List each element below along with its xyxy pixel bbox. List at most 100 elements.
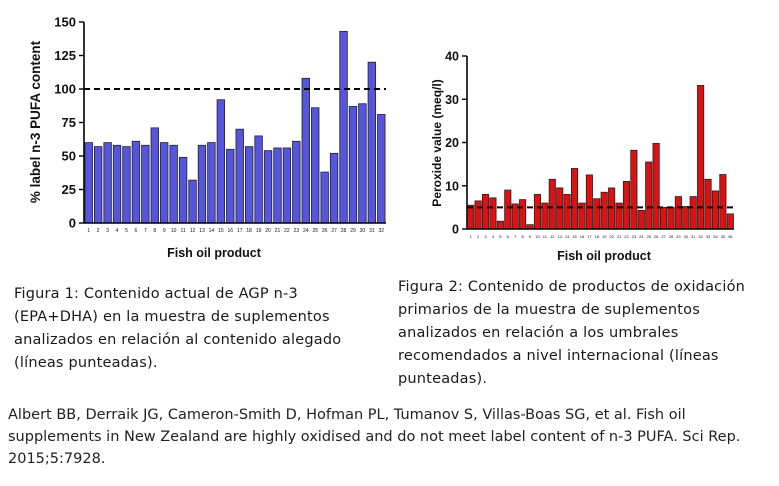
chart2-category-label: 32 [698, 234, 703, 239]
chart1-bar [122, 146, 131, 224]
chart1-bar [329, 152, 339, 224]
chart2-category-label: 16 [580, 234, 585, 239]
chart2-bar [474, 200, 482, 230]
chart1-category-label: 3 [106, 228, 109, 234]
chart1-bar [197, 144, 207, 224]
chart1-category-label: 2 [97, 228, 100, 234]
chart2-bar [556, 187, 564, 230]
chart2-category-label: 23 [632, 234, 637, 239]
chart2-bar [682, 206, 690, 230]
chart1-category-label: 8 [153, 228, 156, 234]
chart1-bar [84, 142, 93, 224]
chart2-category-label: 27 [661, 234, 666, 239]
chart1-category-label: 23 [294, 228, 300, 234]
chart2-bar [533, 193, 542, 230]
chart1-category-label: 12 [190, 228, 196, 234]
chart1-category-label: 11 [180, 228, 185, 234]
chart2-category-label: 33 [706, 234, 711, 239]
chart2-category-label: 4 [492, 234, 495, 239]
chart1-bar [282, 147, 292, 224]
chart1-category-label: 1 [87, 228, 90, 234]
chart1-bar [169, 144, 178, 224]
chart-n3-pufa-content: % label n-3 PUFA content Fish oil produc… [28, 15, 386, 260]
chart2-bar [600, 191, 608, 230]
figure2-caption: Figura 2: Contenido de productos de oxid… [398, 279, 746, 387]
chart1-ytick-label: 50 [62, 149, 76, 164]
chart-peroxide-value: Peroxide value (meq/l) Fish oil product … [430, 50, 734, 263]
chart2-bar [630, 149, 638, 230]
chart1-category-label: 20 [265, 228, 271, 234]
chart1-ytick-label: 0 [69, 216, 76, 231]
chart1-bar [93, 146, 103, 224]
chart1-category-label: 10 [171, 228, 177, 234]
chart1-ytick-label: 125 [54, 48, 76, 63]
chart2-category-label: 36 [728, 234, 733, 239]
chart1-bar [358, 103, 367, 224]
chart2-category-label: 28 [669, 234, 674, 239]
chart1-category-label: 32 [379, 228, 385, 234]
chart1-category-label: 28 [341, 228, 347, 234]
chart2-category-label: 19 [602, 234, 607, 239]
citation-text: Albert BB, Derraik JG, Cameron-Smith D, … [8, 407, 741, 467]
chart2-bar [704, 178, 712, 230]
chart1-category-label: 22 [284, 228, 290, 234]
chart2-category-label: 30 [684, 234, 689, 239]
chart1-category-label: 27 [331, 228, 337, 234]
chart2-category-label: 22 [624, 234, 629, 239]
chart1-bar [348, 106, 358, 224]
chart1-ylabel: % label n-3 PUFA content [28, 40, 43, 203]
chart1-xlabel: Fish oil product [167, 246, 262, 260]
chart2-category-label: 15 [572, 234, 577, 239]
chart2-bar [659, 206, 668, 230]
chart2-category-label: 8 [522, 234, 525, 239]
chart2-category-label: 7 [514, 234, 517, 239]
chart1-bar [254, 135, 263, 224]
chart1-category-label: 25 [312, 228, 318, 234]
chart1-bar [141, 144, 150, 224]
chart1-bar [244, 146, 254, 224]
chart1-bar [292, 140, 301, 224]
chart1-category-label: 13 [199, 228, 205, 234]
chart2-category-label: 13 [557, 234, 562, 239]
chart2-bar [496, 220, 504, 230]
chart2-category-label: 1 [470, 234, 473, 239]
chart2-category-label: 2 [477, 234, 480, 239]
chart1-bar [367, 61, 377, 224]
chart2-bar [489, 197, 497, 230]
chart2-bar [563, 193, 571, 230]
chart1-category-label: 30 [360, 228, 366, 234]
chart2-category-label: 26 [654, 234, 659, 239]
chart1-bar [301, 77, 310, 224]
chart2-bar [481, 193, 490, 230]
chart2-category-label: 11 [543, 234, 548, 239]
chart1-category-label: 9 [163, 228, 166, 234]
chart1-category-label: 18 [246, 228, 252, 234]
chart1-bar [103, 142, 112, 224]
chart1-bar [226, 148, 235, 224]
chart1-category-label: 31 [369, 228, 375, 234]
chart1-bar [311, 107, 320, 224]
chart2-ytick-label: 40 [445, 50, 459, 64]
chart1-category-label: 29 [350, 228, 356, 234]
chart2-bar [637, 210, 645, 230]
chart2-bar [645, 161, 653, 230]
chart2-category-label: 21 [617, 234, 622, 239]
chart2-category-label: 34 [713, 234, 718, 239]
chart1-bar [131, 140, 141, 224]
chart2-bar [674, 196, 682, 230]
chart2-category-label: 6 [507, 234, 510, 239]
chart2-ytick-label: 20 [445, 136, 459, 150]
chart2-bar [652, 142, 660, 230]
chart2-ytick-label: 30 [445, 93, 459, 107]
chart2-ytick-label: 0 [452, 223, 459, 237]
chart1-category-label: 17 [237, 228, 243, 234]
chart1-bar [263, 150, 273, 224]
chart1-bar [112, 144, 122, 224]
chart2-bar [548, 178, 556, 230]
chart1-bar [188, 179, 197, 224]
chart1-bar [207, 142, 216, 224]
chart2-bar [608, 187, 616, 230]
chart2-category-label: 31 [691, 234, 696, 239]
chart2-bar [504, 189, 512, 230]
chart2-bar [689, 196, 697, 230]
